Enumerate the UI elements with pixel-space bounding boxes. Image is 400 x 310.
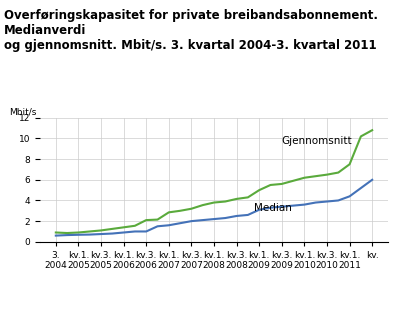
Gjennomsnitt <box>302 176 307 179</box>
Gjennomsnitt <box>54 231 58 234</box>
Line: Median: Median <box>56 180 372 236</box>
Gjennomsnitt <box>110 227 115 231</box>
Gjennomsnitt <box>76 231 81 234</box>
Gjennomsnitt <box>144 218 149 222</box>
Gjennomsnitt <box>87 230 92 233</box>
Median <box>347 194 352 198</box>
Gjennomsnitt <box>132 224 137 228</box>
Median <box>65 233 70 237</box>
Median <box>370 178 374 182</box>
Median <box>166 224 171 227</box>
Gjennomsnitt <box>291 179 296 183</box>
Median <box>291 204 296 207</box>
Median <box>110 232 115 235</box>
Median <box>178 221 182 225</box>
Gjennomsnitt <box>358 135 363 138</box>
Gjennomsnitt <box>121 225 126 229</box>
Text: Overføringskapasitet for private breibandsabonnement. Medianverdi
og gjennomsnit: Overføringskapasitet for private breiban… <box>4 9 378 52</box>
Median <box>54 234 58 237</box>
Text: Mbit/s: Mbit/s <box>9 108 36 117</box>
Median <box>279 205 284 209</box>
Text: Gjennomsnitt: Gjennomsnitt <box>282 136 352 146</box>
Gjennomsnitt <box>223 200 228 203</box>
Gjennomsnitt <box>268 183 273 187</box>
Median <box>257 208 262 212</box>
Median <box>268 206 273 210</box>
Gjennomsnitt <box>178 209 182 213</box>
Median <box>155 224 160 228</box>
Median <box>246 213 250 217</box>
Median <box>313 201 318 204</box>
Median <box>234 214 239 218</box>
Gjennomsnitt <box>155 218 160 221</box>
Median <box>132 230 137 233</box>
Median <box>324 200 329 203</box>
Median <box>223 216 228 220</box>
Line: Gjennomsnitt: Gjennomsnitt <box>56 130 372 233</box>
Gjennomsnitt <box>313 174 318 178</box>
Gjennomsnitt <box>279 182 284 186</box>
Gjennomsnitt <box>189 207 194 210</box>
Gjennomsnitt <box>370 128 374 132</box>
Median <box>212 217 216 221</box>
Gjennomsnitt <box>347 162 352 166</box>
Gjennomsnitt <box>166 210 171 214</box>
Gjennomsnitt <box>336 171 341 175</box>
Median <box>336 199 341 202</box>
Text: Median: Median <box>254 203 292 213</box>
Gjennomsnitt <box>234 197 239 201</box>
Median <box>87 233 92 237</box>
Median <box>76 233 81 237</box>
Gjennomsnitt <box>257 188 262 192</box>
Median <box>99 232 104 236</box>
Gjennomsnitt <box>246 196 250 199</box>
Gjennomsnitt <box>99 228 104 232</box>
Median <box>144 230 149 233</box>
Median <box>200 218 205 222</box>
Median <box>358 186 363 190</box>
Gjennomsnitt <box>212 201 216 204</box>
Median <box>189 219 194 223</box>
Gjennomsnitt <box>324 173 329 176</box>
Gjennomsnitt <box>65 231 70 235</box>
Median <box>302 203 307 206</box>
Gjennomsnitt <box>200 203 205 207</box>
Median <box>121 231 126 234</box>
